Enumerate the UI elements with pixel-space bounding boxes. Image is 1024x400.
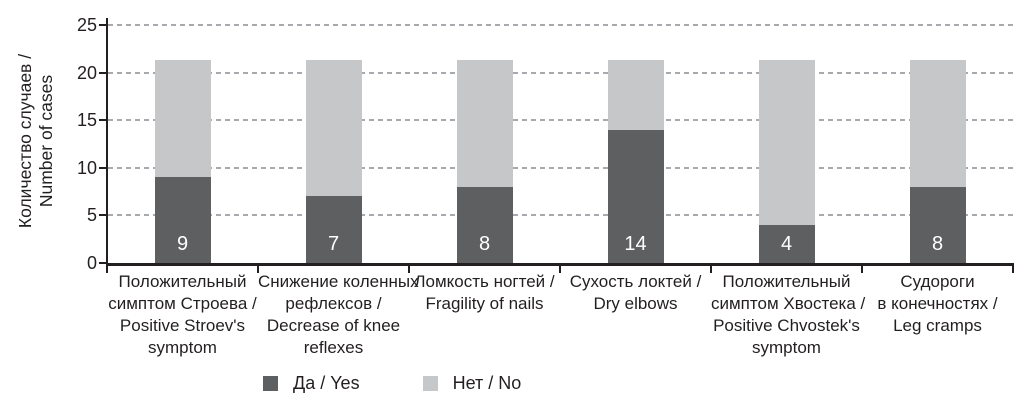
x-category-label: Положительный симптом Строева / Positive S… <box>107 271 258 359</box>
gridline-5 <box>108 214 1013 217</box>
x-tick-mark-6 <box>1012 266 1014 273</box>
legend-item-yes: Да / Yes <box>263 374 360 392</box>
x-category-label: Ломкость ногтей / Fragility of nails <box>409 271 560 315</box>
gridline-10 <box>108 166 1013 169</box>
bar-value-label: 8 <box>478 233 491 255</box>
x-category-label-line: Положительный <box>722 272 851 291</box>
bar-segment-no <box>305 60 362 197</box>
x-category-label-line: Decrease of knee <box>266 316 401 335</box>
x-category-label: Положительный симптом Хвостека / Positive … <box>711 271 866 359</box>
x-category-label-line: Сухость локтей / <box>569 272 702 291</box>
legend: Да / Yes Нет / No <box>263 374 521 392</box>
y-tick-mark-10 <box>99 166 106 169</box>
legend-label: Нет / No <box>452 373 522 393</box>
x-category-label-line: Dry elbows <box>593 294 678 313</box>
bar-segment-yes <box>456 186 513 263</box>
y-axis-title-line2: Number of cases <box>36 74 56 208</box>
gridline-20 <box>108 71 1013 74</box>
x-category-label-line: Leg cramps <box>893 316 982 335</box>
bar-segment-no <box>909 60 966 187</box>
bar-segment-yes <box>305 196 362 263</box>
gridline-15 <box>108 119 1013 122</box>
x-tick-mark-5 <box>861 266 863 273</box>
x-category-label-line: в конечностях / <box>877 294 998 313</box>
bar-segment-no <box>456 60 513 187</box>
x-category-label-line: Positive Chvostek's <box>713 316 860 335</box>
y-tick-label: 20 <box>76 62 97 83</box>
x-tick-mark-1 <box>257 266 259 273</box>
x-tick-mark-3 <box>559 266 561 273</box>
y-axis-title: Количество случаев / Number of cases <box>15 54 57 228</box>
bar-value-label: 7 <box>327 233 340 255</box>
bar-value-label: 14 <box>624 233 647 255</box>
x-category-label-line: Ломкость ногтей / <box>414 272 555 291</box>
x-axis-line <box>106 263 1014 266</box>
x-category-label-line: Положительный <box>118 272 247 291</box>
x-category-label-line: Positive Stroev's <box>119 316 246 335</box>
x-category-label: Сухость локтей / Dry elbows <box>560 271 711 315</box>
y-tick-label: 0 <box>86 253 97 273</box>
legend-swatch-icon <box>422 375 438 391</box>
x-category-label-line: Fragility of nails <box>425 294 544 313</box>
x-category-label: Судороги в конечностях / Leg cramps <box>862 271 1013 337</box>
gridline-25 <box>108 24 1013 26</box>
bar-segment-yes <box>607 129 664 263</box>
bar-segment-no <box>758 60 815 225</box>
y-axis-line <box>106 18 108 271</box>
y-tick-label: 5 <box>86 205 97 226</box>
x-category-label-line: симптом Хвостека / <box>711 294 866 313</box>
x-category-label-line: reflexes <box>303 338 364 357</box>
bar-value-label: 8 <box>931 233 944 255</box>
bar-segment-no <box>607 60 664 130</box>
x-category-label-line: Судороги <box>900 272 975 291</box>
x-category-label-line: symptom <box>148 338 217 357</box>
y-tick-mark-25 <box>99 24 106 26</box>
y-tick-label: 15 <box>76 110 97 131</box>
legend-label: Да / Yes <box>293 373 360 393</box>
x-category-label-line: Снижение коленных <box>258 272 419 291</box>
y-tick-label: 25 <box>76 15 97 35</box>
y-tick-mark-5 <box>99 214 106 217</box>
bar-segment-no <box>154 60 211 178</box>
bar-segment-yes <box>154 177 211 263</box>
y-axis-title-line1: Количество случаев / <box>15 53 35 229</box>
x-category-label-line: рефлексов / <box>285 294 382 313</box>
legend-item-no: Нет / No <box>422 373 522 393</box>
x-category-label: Снижение коленных рефлексов / Decrease of … <box>258 271 419 359</box>
y-tick-mark-15 <box>99 119 106 122</box>
x-tick-mark-4 <box>710 266 712 273</box>
x-category-label-line: symptom <box>752 338 821 357</box>
bar-segment-yes <box>909 186 966 263</box>
bar-value-label: 9 <box>176 233 189 255</box>
y-tick-label: 10 <box>76 157 97 178</box>
legend-swatch-icon <box>263 375 278 391</box>
bar-segment-yes <box>758 224 815 263</box>
bar-value-label: 4 <box>780 233 793 255</box>
x-tick-mark-2 <box>408 266 410 273</box>
x-category-label-line: симптом Строева / <box>108 294 257 313</box>
y-tick-mark-0 <box>99 262 106 264</box>
y-tick-mark-20 <box>99 71 106 74</box>
x-tick-mark-0 <box>106 266 108 273</box>
